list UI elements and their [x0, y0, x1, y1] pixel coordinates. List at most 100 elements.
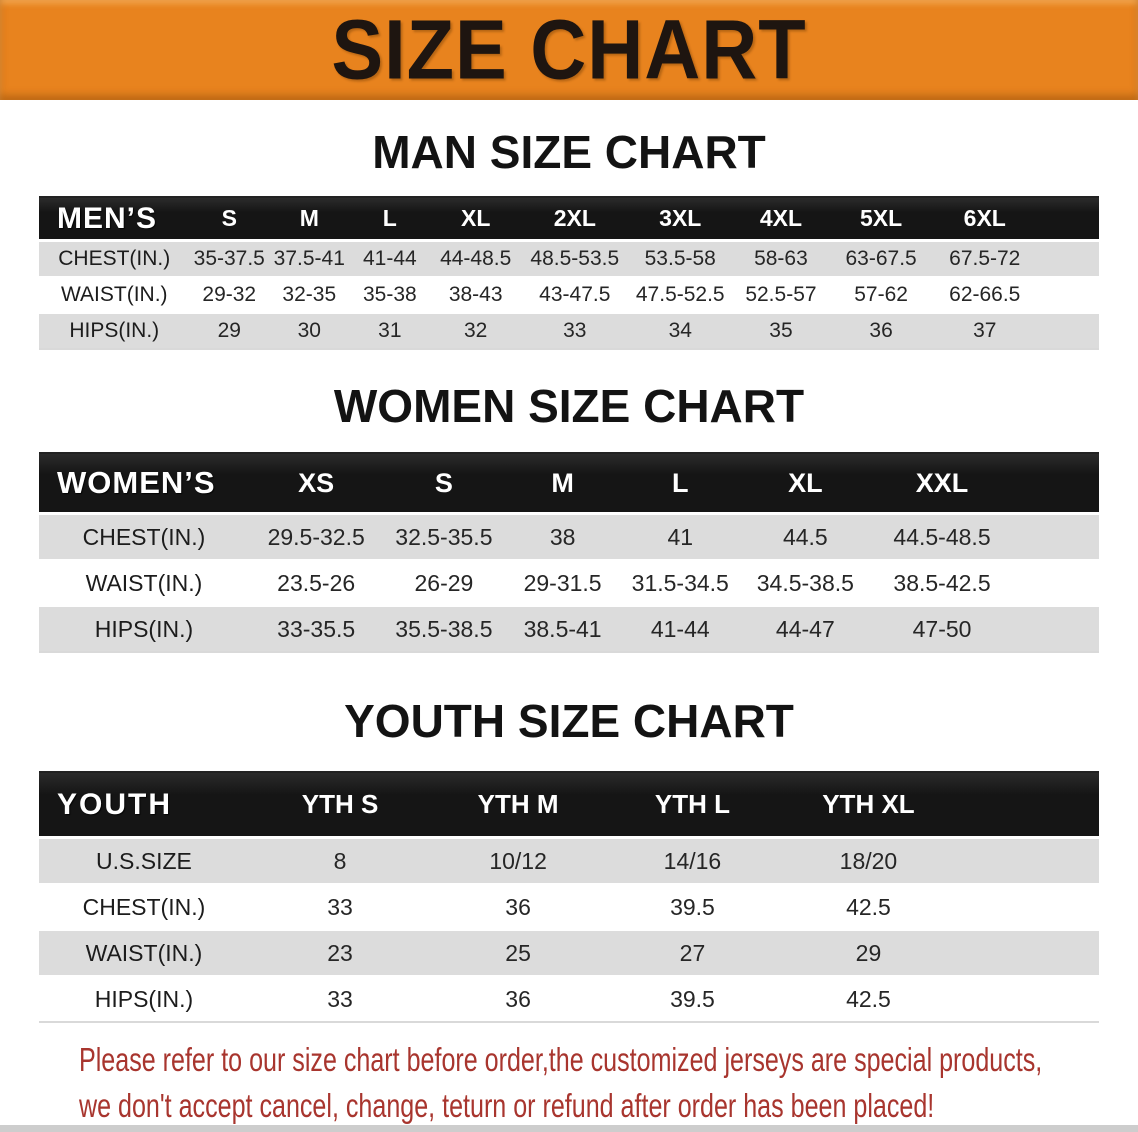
table-row: CHEST(IN.) 35-37.5 37.5-41 41-44 44-48.5 48.5… [39, 239, 1099, 277]
table-cell: 34.5-38.5 [739, 559, 872, 606]
women-size-table: WOMEN’S XS S M L XL XXL CHEST(IN.) 29.5-32.5 32.5… [39, 452, 1099, 653]
table-row: CHEST(IN.) 29.5-32.5 32.5-35.5 38 41 44.5 44.5… [39, 512, 1099, 560]
size-chart-banner: SIZE CHART [0, 0, 1138, 100]
column-header: XS [248, 452, 384, 515]
table-cell: 57-62 [829, 276, 933, 313]
table-row: HIPS(IN.) 33 36 39.5 42.5 [39, 975, 1099, 1022]
table-row: HIPS(IN.) 33-35.5 35.5-38.5 38.5-41 41-44 44-… [39, 605, 1099, 652]
table-cell: 35.5-38.5 [383, 605, 505, 652]
table-group-label: YOUTH [39, 771, 249, 839]
table-cell: 63-67.5 [829, 239, 933, 277]
column-header: YTH S [248, 771, 432, 839]
table-cell: 41-44 [620, 605, 740, 652]
table-cell: 35-37.5 [189, 239, 270, 277]
table-cell: 42.5 [779, 883, 1099, 930]
table-cell: 47.5-52.5 [628, 276, 733, 313]
table-cell: 34 [628, 312, 733, 349]
disclaimer-line-2: we don't accept cancel, change, teturn o… [79, 1087, 935, 1124]
column-header: L [349, 196, 431, 242]
table-cell: 48.5-53.5 [521, 239, 629, 277]
column-header: L [620, 452, 740, 515]
table-cell: 44.5 [739, 512, 872, 560]
table-cell: 27 [605, 929, 780, 976]
disclaimer: Please refer to our size chart before or… [79, 1037, 1099, 1129]
column-header: 3XL [628, 196, 733, 242]
table-cell: 41-44 [349, 239, 431, 277]
table-cell: 31 [349, 312, 431, 349]
table-row: HIPS(IN.) 29 30 31 32 33 34 35 36 37 [39, 312, 1099, 349]
table-cell: 36 [431, 975, 606, 1022]
table-cell: 35 [732, 312, 830, 349]
column-header: 2XL [521, 196, 629, 242]
column-header: YTH L [605, 771, 780, 839]
table-header-row: YOUTH YTH S YTH M YTH L YTH XL [39, 771, 1099, 839]
table-cell: 25 [431, 929, 606, 976]
table-cell: 67.5-72 [932, 239, 1099, 277]
table-cell: 10/12 [431, 836, 606, 884]
table-cell: 29-32 [189, 276, 270, 313]
column-header: 6XL [932, 196, 1099, 242]
table-cell: 35-38 [349, 276, 431, 313]
row-label: WAIST(IN.) [39, 929, 249, 976]
row-label: CHEST(IN.) [39, 239, 190, 277]
table-cell: 44-48.5 [430, 239, 522, 277]
row-label: CHEST(IN.) [39, 512, 249, 560]
table-cell: 37 [932, 312, 1099, 349]
row-label: WAIST(IN.) [39, 559, 249, 606]
table-row: WAIST(IN.) 23.5-26 26-29 29-31.5 31.5-34.5 34… [39, 559, 1099, 606]
table-cell: 62-66.5 [932, 276, 1099, 313]
column-header: YTH XL [779, 771, 1099, 839]
table-cell: 30 [269, 312, 350, 349]
banner-title: SIZE CHART [331, 2, 807, 97]
table-cell: 41 [620, 512, 740, 560]
column-header: XL [430, 196, 522, 242]
table-cell: 33 [248, 975, 432, 1022]
row-label: WAIST(IN.) [39, 276, 190, 313]
youth-section-heading: YOUTH SIZE CHART [344, 695, 794, 747]
table-cell: 33-35.5 [248, 605, 384, 652]
table-cell: 26-29 [383, 559, 505, 606]
table-cell: 52.5-57 [732, 276, 830, 313]
table-cell: 42.5 [779, 975, 1099, 1022]
men-section-heading: MAN SIZE CHART [372, 126, 766, 178]
table-cell: 38 [504, 512, 621, 560]
table-cell: 32 [430, 312, 522, 349]
table-row: WAIST(IN.) 29-32 32-35 35-38 38-43 43-47.5 47.… [39, 276, 1099, 313]
table-cell: 47-50 [871, 605, 1099, 652]
table-cell: 31.5-34.5 [620, 559, 740, 606]
men-size-section: MAN SIZE CHART MEN’S S M L XL 2XL 3XL 4XL 5XL 6XL… [39, 126, 1099, 350]
table-cell: 18/20 [779, 836, 1099, 884]
table-cell: 58-63 [732, 239, 830, 277]
youth-size-section: YOUTH SIZE CHART YOUTH YTH S YTH M YTH L YTH… [39, 695, 1099, 1023]
column-header: YTH M [431, 771, 606, 839]
table-cell: 39.5 [605, 883, 780, 930]
table-cell: 23 [248, 929, 432, 976]
women-size-section: WOMEN SIZE CHART WOMEN’S XS S M L XL XXL CHEST(… [39, 380, 1099, 653]
row-label: HIPS(IN.) [39, 605, 249, 652]
table-cell: 33 [248, 883, 432, 930]
table-cell: 8 [248, 836, 432, 884]
row-label: HIPS(IN.) [39, 975, 249, 1022]
table-cell: 29.5-32.5 [248, 512, 384, 560]
table-cell: 29 [189, 312, 270, 349]
table-row: U.S.SIZE 8 10/12 14/16 18/20 [39, 836, 1099, 884]
table-cell: 32.5-35.5 [383, 512, 505, 560]
table-cell: 32-35 [269, 276, 350, 313]
table-cell: 43-47.5 [521, 276, 629, 313]
table-header-row: WOMEN’S XS S M L XL XXL [39, 452, 1099, 515]
table-row: WAIST(IN.) 23 25 27 29 [39, 929, 1099, 976]
men-size-table: MEN’S S M L XL 2XL 3XL 4XL 5XL 6XL CHEST(IN.) 35-37… [39, 196, 1099, 350]
youth-size-table: YOUTH YTH S YTH M YTH L YTH XL U.S.SIZE 8 10/12… [39, 771, 1099, 1023]
table-cell: 38.5-42.5 [871, 559, 1099, 606]
column-header: XXL [871, 452, 1099, 515]
table-cell: 14/16 [605, 836, 780, 884]
table-header-row: MEN’S S M L XL 2XL 3XL 4XL 5XL 6XL [39, 196, 1099, 242]
row-label: CHEST(IN.) [39, 883, 249, 930]
table-cell: 33 [521, 312, 629, 349]
table-cell: 29 [779, 929, 1099, 976]
table-cell: 36 [829, 312, 933, 349]
table-group-label: MEN’S [39, 196, 190, 242]
column-header: S [383, 452, 505, 515]
column-header: 5XL [829, 196, 933, 242]
column-header: 4XL [732, 196, 830, 242]
